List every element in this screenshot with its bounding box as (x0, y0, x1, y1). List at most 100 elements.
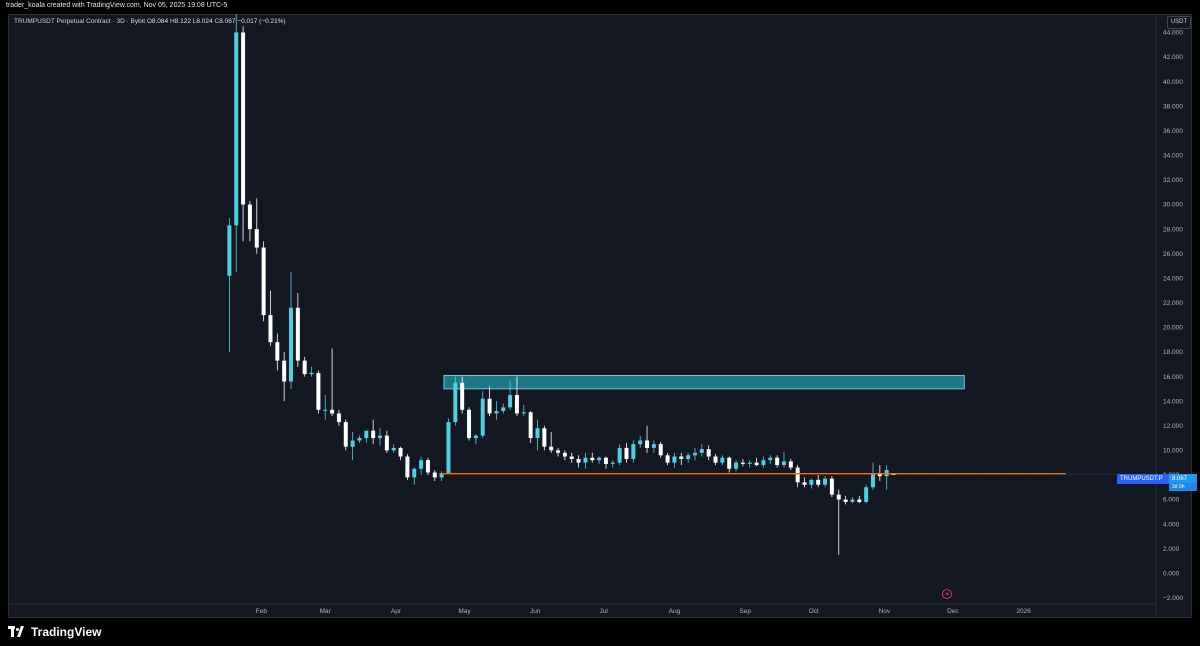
candle (446, 418, 451, 474)
candle (692, 447, 697, 461)
y-tick-label: 16.000 (1163, 374, 1183, 381)
y-tick-label: 36.000 (1163, 128, 1183, 135)
candle (706, 445, 711, 461)
candle (672, 452, 677, 468)
candle-body (706, 449, 711, 457)
close-value: 8.067 (219, 18, 236, 25)
symbol-title[interactable]: TRUMPUSDT Perpetual Contract · 3D · Bybi… (14, 18, 145, 25)
candle-body (302, 360, 307, 375)
y-tick-label: 0.000 (1163, 570, 1180, 577)
candle (734, 460, 739, 472)
high-label: H (169, 18, 175, 25)
candle-body (432, 472, 437, 478)
candle (508, 380, 513, 410)
candlestick-chart[interactable]: 44.000 42.000 40.000 38.000 36.000 34.000 32.0… (8, 14, 1192, 618)
candle (576, 455, 581, 468)
candle (364, 430, 369, 443)
candle-body (412, 468, 417, 478)
open-value: 8.084 (151, 18, 169, 25)
candle-body (645, 440, 650, 448)
candle-body (460, 382, 465, 410)
candle-body (761, 460, 766, 466)
x-tick-label: Jun (530, 608, 541, 615)
candle (261, 241, 266, 322)
y-tick-label: 28.000 (1163, 226, 1183, 233)
candle (535, 419, 540, 451)
candle-body (679, 456, 684, 459)
candle (227, 218, 232, 353)
resistance-zone[interactable] (443, 374, 965, 390)
candle-body (241, 32, 246, 205)
candle-body (323, 409, 328, 411)
candle-body (371, 430, 376, 439)
candle-body (234, 32, 239, 226)
candle-body (247, 204, 252, 230)
y-tick-label: 12.000 (1163, 423, 1183, 430)
candle-body (405, 456, 410, 478)
candle-body (357, 438, 362, 441)
price-axis[interactable]: 44.000 42.000 40.000 38.000 36.000 34.000 32.0… (1155, 14, 1183, 618)
candle-body (775, 457, 780, 466)
low-label: L (192, 18, 197, 25)
candle-body (535, 428, 540, 439)
candle (268, 290, 273, 346)
y-tick-label: 26.000 (1163, 251, 1183, 258)
chart-pane[interactable] (8, 14, 1192, 618)
candle-body (857, 499, 862, 502)
candle (419, 456, 424, 475)
candle-body (624, 447, 629, 459)
candle (645, 425, 650, 453)
candle-body (384, 435, 389, 451)
candle-body (686, 455, 691, 459)
candle-body (809, 479, 814, 485)
candle (275, 333, 280, 371)
candle-body (864, 487, 869, 502)
candle (309, 366, 314, 377)
candle-body (877, 473, 882, 477)
candle (638, 435, 643, 448)
x-tick-label: Oct (809, 608, 819, 615)
x-tick-label: Dec (947, 608, 959, 615)
candle (295, 293, 300, 367)
candle (480, 391, 485, 439)
tradingview-logo[interactable]: TradingView (8, 625, 101, 639)
y-tick-label: 14.000 (1163, 398, 1183, 405)
chart-legend: TRUMPUSDT Perpetual Contract · 3D · Bybi… (14, 18, 286, 25)
candle-body (795, 467, 800, 483)
resistance-zone-layer[interactable] (443, 374, 965, 390)
candle (583, 452, 588, 469)
candle-body (528, 412, 533, 439)
candle-body (364, 430, 369, 439)
candle-body (330, 409, 335, 414)
candle (720, 455, 725, 466)
candle-body (788, 461, 793, 468)
x-tick-label: Sep (739, 608, 751, 615)
close-label: C (214, 18, 220, 25)
candle-body (590, 457, 595, 461)
candle (467, 407, 472, 441)
candle (747, 460, 752, 468)
lightning-icon[interactable] (942, 589, 952, 599)
candle-body (494, 411, 499, 414)
candle (754, 457, 759, 467)
candle-body (610, 462, 615, 464)
y-tick-label: −2.000 (1163, 595, 1183, 602)
candle (398, 446, 403, 461)
low-value: 8.024 (196, 18, 213, 25)
candle (316, 370, 321, 414)
candle-body (768, 457, 773, 461)
candle (843, 495, 848, 505)
candle (665, 452, 670, 466)
candle (234, 14, 239, 273)
currency-button[interactable]: USDT (1167, 16, 1191, 29)
candle (432, 470, 437, 482)
candle (864, 484, 869, 504)
candle (569, 452, 574, 463)
candle-body (597, 457, 602, 461)
tradingview-logo-text: TradingView (31, 625, 102, 639)
time-axis[interactable]: Feb Mar Apr May Jun Jul Aug Sep Oct Nov Dec 2026 (8, 603, 1156, 615)
candle-body (309, 372, 314, 375)
candle-body (781, 461, 786, 466)
candle-body (295, 307, 300, 361)
candle-body (713, 456, 718, 463)
